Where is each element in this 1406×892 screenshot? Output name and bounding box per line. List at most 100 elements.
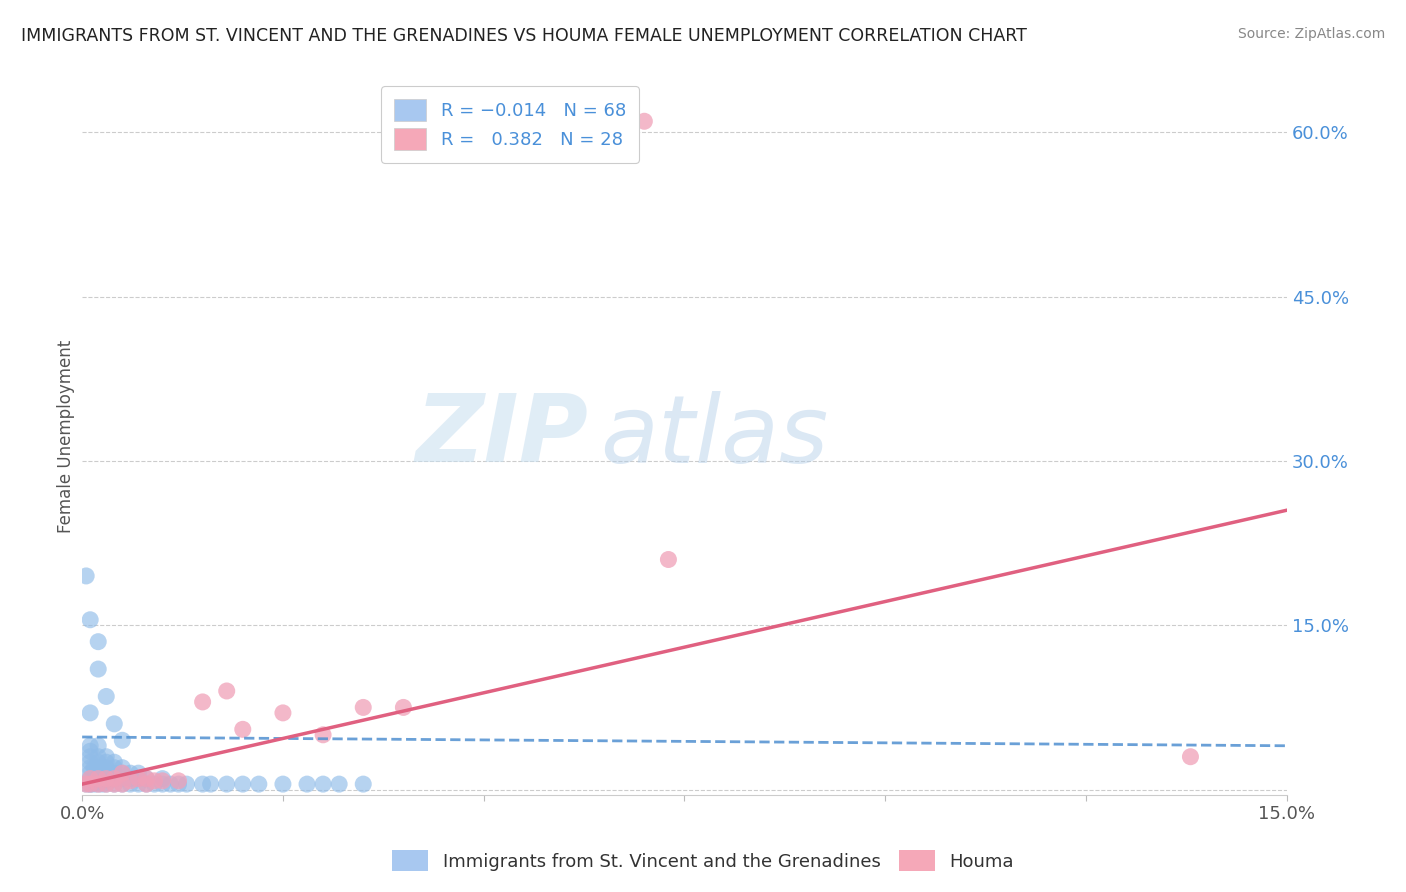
Point (96, 777, 118, 791)
Point (91, 777, 114, 791)
Point (111, 766, 134, 780)
Point (232, 777, 254, 791)
Point (87, 739, 110, 753)
Point (271, 777, 294, 791)
Legend: Immigrants from St. Vincent and the Grenadines, Houma: Immigrants from St. Vincent and the Gren… (385, 843, 1021, 879)
Point (633, 114, 655, 128)
Point (657, 552, 679, 566)
Point (232, 723, 254, 737)
Point (87, 772, 110, 786)
Point (111, 766, 134, 780)
Point (135, 777, 157, 791)
Point (167, 773, 190, 788)
Point (87, 777, 110, 791)
Point (79, 766, 101, 780)
Point (75, 569, 97, 583)
Point (200, 777, 222, 791)
Text: Source: ZipAtlas.com: Source: ZipAtlas.com (1237, 27, 1385, 41)
Point (120, 777, 142, 791)
Point (79, 777, 101, 791)
Point (127, 772, 149, 786)
Point (176, 777, 198, 791)
Point (96, 749, 118, 764)
Point (247, 777, 270, 791)
Point (191, 695, 214, 709)
Point (79, 777, 101, 791)
Point (215, 684, 238, 698)
Point (87, 766, 110, 780)
Point (143, 777, 166, 791)
Point (87, 749, 110, 764)
Text: atlas: atlas (600, 391, 828, 482)
Point (103, 716, 125, 731)
Point (103, 772, 125, 786)
Point (135, 772, 157, 786)
Point (111, 777, 134, 791)
Point (79, 739, 101, 753)
Point (120, 772, 142, 786)
Point (392, 700, 415, 714)
Point (96, 690, 118, 704)
Point (87, 777, 110, 791)
Point (111, 772, 134, 786)
Point (103, 766, 125, 780)
Point (191, 777, 214, 791)
Point (87, 755, 110, 769)
Point (96, 772, 118, 786)
Point (79, 772, 101, 786)
Point (83, 777, 105, 791)
Point (103, 761, 125, 775)
Point (271, 706, 294, 720)
Point (79, 755, 101, 769)
Point (312, 777, 335, 791)
Point (103, 772, 125, 786)
Point (96, 766, 118, 780)
Text: IMMIGRANTS FROM ST. VINCENT AND THE GRENADINES VS HOUMA FEMALE UNEMPLOYMENT CORR: IMMIGRANTS FROM ST. VINCENT AND THE GREN… (21, 27, 1026, 45)
Point (96, 772, 118, 786)
Point (111, 733, 134, 747)
Point (143, 773, 166, 788)
Point (96, 761, 118, 775)
Point (96, 755, 118, 769)
Point (96, 777, 118, 791)
Point (79, 706, 101, 720)
Point (79, 777, 101, 791)
Point (352, 700, 374, 714)
Point (1180, 749, 1202, 764)
Text: ZIP: ZIP (415, 391, 588, 483)
Point (83, 761, 105, 775)
Point (312, 728, 335, 742)
Point (127, 766, 149, 780)
Point (120, 773, 142, 788)
Point (135, 777, 157, 791)
Point (87, 761, 110, 775)
Point (83, 772, 105, 786)
Point (295, 777, 318, 791)
Point (127, 777, 149, 791)
Point (87, 634, 110, 648)
Point (103, 777, 125, 791)
Point (127, 772, 149, 786)
Point (167, 777, 190, 791)
Point (215, 777, 238, 791)
Point (79, 749, 101, 764)
Legend: R = −0.014   N = 68, R =   0.382   N = 28: R = −0.014 N = 68, R = 0.382 N = 28 (381, 87, 638, 163)
Point (79, 761, 101, 775)
Point (111, 777, 134, 791)
Point (103, 755, 125, 769)
Point (111, 761, 134, 775)
Point (103, 777, 125, 791)
Point (79, 613, 101, 627)
Point (87, 772, 110, 786)
Y-axis label: Female Unemployment: Female Unemployment (58, 340, 75, 533)
Point (152, 772, 174, 786)
Point (352, 777, 374, 791)
Point (328, 777, 350, 791)
Point (75, 777, 97, 791)
Point (91, 766, 114, 780)
Point (135, 772, 157, 786)
Point (79, 744, 101, 758)
Point (120, 766, 142, 780)
Point (79, 772, 101, 786)
Point (159, 777, 181, 791)
